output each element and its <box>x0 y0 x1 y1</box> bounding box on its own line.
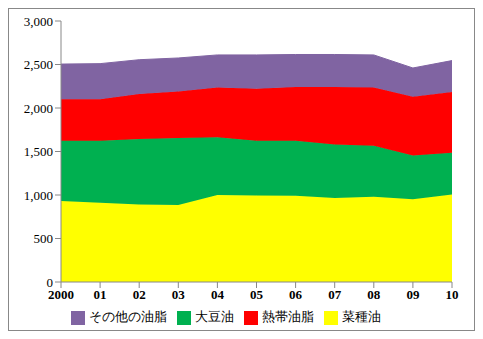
svg-text:04: 04 <box>211 287 225 302</box>
html-text:大豆油: 大豆油 <box>194 309 234 324</box>
svg-text:1,000: 1,000 <box>24 188 53 203</box>
svg-text:2,000: 2,000 <box>24 101 53 116</box>
svg-text:02: 02 <box>133 287 146 302</box>
svg-text:500: 500 <box>34 231 54 246</box>
svg-text:2000: 2000 <box>48 287 74 303</box>
svg-text:06: 06 <box>289 287 303 302</box>
svg-text:2,500: 2,500 <box>24 57 53 72</box>
svg-text:0: 0 <box>47 275 54 290</box>
html-text:菜種油: 菜種油 <box>341 309 381 324</box>
svg-text:07: 07 <box>328 287 342 302</box>
svg-text:3,000: 3,000 <box>24 14 53 29</box>
svg-text:01: 01 <box>94 287 107 302</box>
svg-text:1,500: 1,500 <box>24 144 53 159</box>
svg-text:09: 09 <box>406 287 420 302</box>
svg-text:10: 10 <box>446 287 459 302</box>
svg-text:08: 08 <box>367 287 381 302</box>
html-text:その他の油脂: その他の油脂 <box>88 309 167 324</box>
html-text:熱帯油脂: 熱帯油脂 <box>261 309 314 324</box>
svg-text:05: 05 <box>250 287 264 302</box>
svg-text:03: 03 <box>172 287 186 302</box>
